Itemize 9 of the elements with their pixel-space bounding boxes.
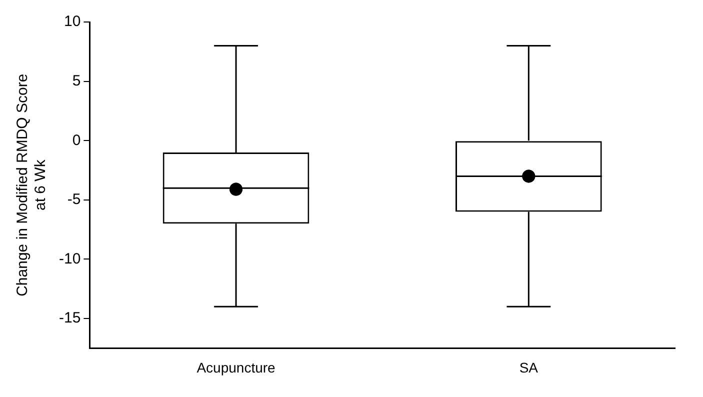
x-tick-label: Acupuncture [196,359,276,376]
y-tick-label: 5 [72,72,81,90]
y-axis-title: Change in Modified RMDQ Score at 6 Wk [14,74,50,296]
y-tick-label: 0 [72,132,81,149]
y-tick-label: -5 [67,191,81,208]
x-tick-label: SA [519,359,539,376]
y-tick-label: 10 [64,13,81,30]
y-tick-label: -15 [58,310,81,327]
y-tick-label: -10 [58,250,81,268]
